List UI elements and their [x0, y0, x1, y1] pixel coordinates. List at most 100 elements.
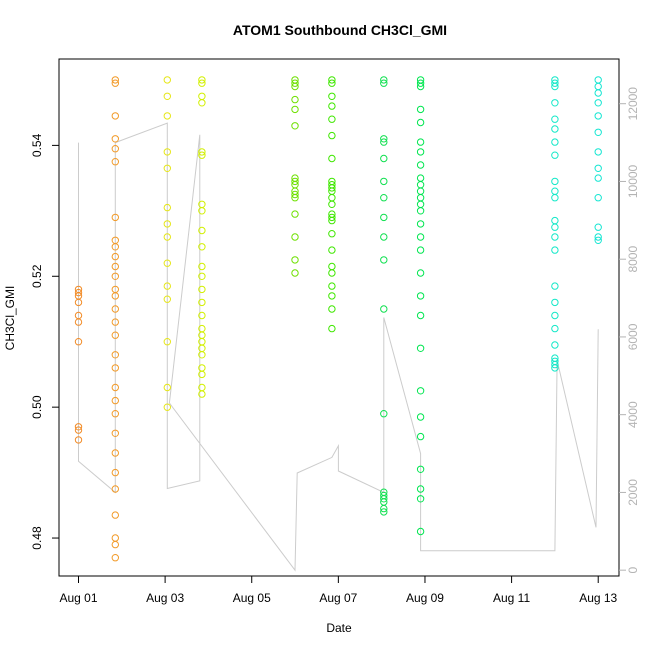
data-point — [416, 82, 425, 91]
data-point — [328, 324, 336, 333]
data-point — [163, 403, 172, 411]
data-point — [111, 262, 120, 271]
data-point — [198, 262, 206, 271]
data-point — [74, 423, 83, 431]
data-point — [198, 390, 206, 398]
data-point — [198, 92, 206, 101]
data-point — [111, 364, 120, 372]
data-point — [111, 449, 120, 457]
data-point — [111, 79, 120, 87]
data-point — [111, 243, 120, 251]
data-point — [111, 468, 120, 477]
data-point — [551, 282, 559, 290]
data-point — [163, 76, 172, 84]
series-3 — [163, 76, 172, 411]
data-point — [416, 148, 425, 156]
y-axis-label: CH3Cl_GMI — [3, 286, 17, 351]
data-point — [551, 125, 559, 133]
data-point — [74, 298, 83, 307]
data-point — [328, 92, 336, 101]
data-point — [416, 387, 425, 395]
data-point — [163, 338, 172, 346]
data-point — [291, 269, 299, 277]
data-point — [416, 79, 425, 87]
data-point — [111, 305, 120, 313]
data-point — [198, 298, 206, 307]
data-point — [594, 76, 602, 84]
data-point — [111, 396, 120, 405]
data-point — [198, 370, 206, 379]
y-axis: 0.48 0.50 0.52 0.54 — [30, 133, 59, 550]
data-point — [74, 288, 83, 297]
data-point — [416, 432, 425, 441]
y2-axis: 0 2000 4000 6000 8000 10000 12000 — [619, 87, 640, 574]
data-point — [111, 331, 120, 339]
data-point — [198, 311, 206, 320]
data-point — [163, 282, 172, 290]
data-point — [198, 151, 206, 159]
altitude-line — [78, 122, 599, 572]
data-point — [551, 194, 559, 202]
data-point — [416, 138, 425, 146]
data-point — [551, 246, 559, 254]
data-point — [416, 527, 425, 536]
data-point — [111, 534, 120, 542]
y2-tick-label: 10000 — [626, 164, 640, 198]
data-point — [416, 161, 425, 169]
data-point — [551, 79, 559, 87]
data-point — [111, 135, 120, 143]
x-axis: Aug 01 Aug 03 Aug 05 Aug 07 Aug 09 Aug 11 Aug … — [59, 575, 618, 605]
data-point — [328, 292, 336, 300]
y2-tick-label: 6000 — [626, 323, 640, 350]
data-point — [380, 410, 388, 418]
data-point — [74, 338, 83, 346]
data-point — [328, 194, 336, 202]
data-point — [111, 410, 120, 418]
data-point — [594, 148, 602, 156]
data-point — [416, 118, 425, 127]
data-point — [111, 112, 120, 120]
data-point — [328, 131, 336, 140]
y2-tick-label: 8000 — [626, 246, 640, 273]
y-tick-label: 0.52 — [30, 264, 44, 288]
data-point — [594, 112, 602, 120]
y2-tick-label: 2000 — [626, 479, 640, 506]
data-point — [380, 508, 388, 516]
data-point — [380, 177, 388, 186]
data-point — [163, 295, 172, 303]
data-point — [416, 292, 425, 300]
data-point — [328, 115, 336, 123]
x-tick-label: Aug 09 — [406, 591, 444, 605]
points-layer — [74, 76, 602, 562]
data-point — [198, 79, 206, 87]
data-point — [551, 364, 559, 372]
data-point — [198, 226, 206, 235]
data-point — [163, 220, 172, 228]
data-point — [291, 95, 299, 104]
x-tick-label: Aug 03 — [146, 591, 184, 605]
data-point — [551, 138, 559, 146]
data-point — [111, 511, 120, 519]
data-point — [380, 233, 388, 241]
data-point — [416, 194, 425, 202]
x-tick-label: Aug 07 — [319, 591, 357, 605]
data-point — [198, 243, 206, 251]
data-point — [416, 495, 425, 503]
data-point — [111, 318, 120, 326]
data-point — [594, 82, 602, 91]
data-point — [198, 99, 206, 107]
data-point — [551, 187, 559, 195]
series-4 — [198, 76, 206, 398]
data-point — [380, 79, 388, 87]
data-point — [198, 272, 206, 280]
data-point — [163, 259, 172, 267]
data-point — [111, 383, 120, 392]
data-point — [380, 194, 388, 202]
data-point — [594, 223, 602, 231]
data-point — [594, 164, 602, 173]
y2-tick-label: 4000 — [626, 401, 640, 428]
data-point — [551, 324, 559, 333]
x-tick-label: Aug 05 — [233, 591, 271, 605]
data-point — [291, 190, 299, 199]
